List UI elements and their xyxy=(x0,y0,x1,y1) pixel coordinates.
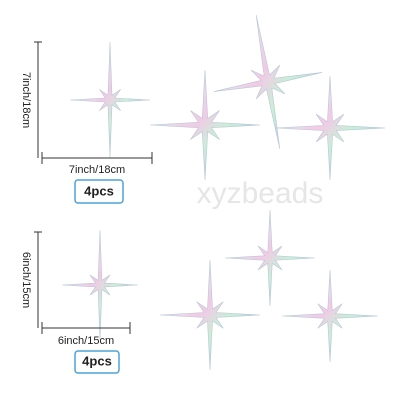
star-sticker xyxy=(159,259,261,371)
quantity-badge xyxy=(74,350,120,374)
star-sticker xyxy=(224,209,316,307)
watermark: xyzbeads xyxy=(197,177,324,210)
quantity: 4pcs xyxy=(84,183,114,198)
star-sticker xyxy=(274,75,386,181)
quantity-badge xyxy=(74,179,124,204)
width-label: 7inch/18cm xyxy=(69,164,125,176)
star-sticker xyxy=(149,69,261,181)
quantity: 4pcs xyxy=(82,353,112,368)
star-sticker xyxy=(69,41,151,159)
height-label: 6inch/15cm xyxy=(20,252,32,308)
width-label: 6inch/15cm xyxy=(58,335,114,347)
star-sticker xyxy=(281,269,379,363)
height-label: 7inch/18cm xyxy=(20,72,32,128)
star-sticker xyxy=(213,14,323,150)
star-sticker xyxy=(61,229,139,341)
